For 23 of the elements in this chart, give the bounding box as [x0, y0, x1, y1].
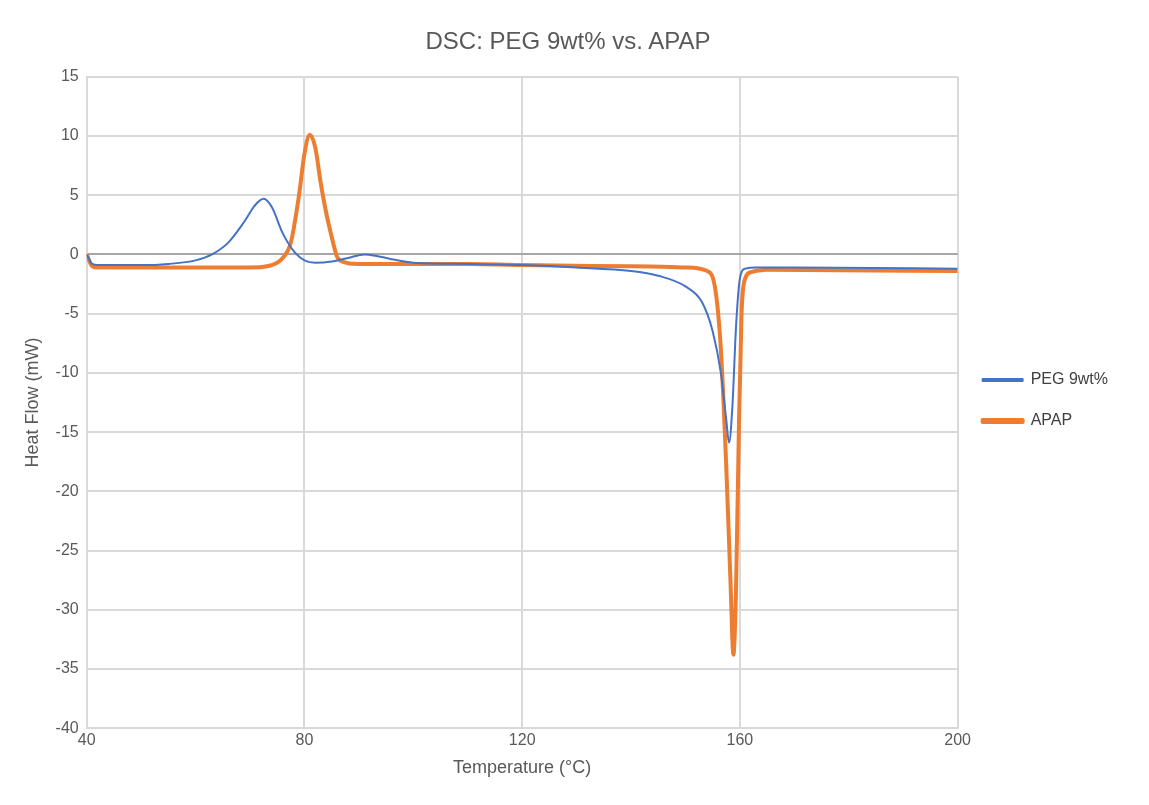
y-axis-title: Heat Flow (mW) [21, 337, 42, 468]
x-tick-label: 80 [295, 731, 314, 749]
y-tick-label: 0 [69, 244, 79, 262]
x-tick-label: 200 [944, 731, 972, 749]
y-tick-label: -5 [64, 304, 79, 322]
y-tick-label: -25 [55, 540, 79, 558]
y-tick-label: 10 [60, 126, 79, 144]
legend-label: PEG 9wt% [1030, 370, 1108, 388]
y-tick-label: 5 [69, 185, 79, 203]
chart-title: DSC: PEG 9wt% vs. APAP [425, 27, 711, 55]
y-tick-label: -10 [55, 363, 79, 381]
y-tick-label: -20 [55, 481, 79, 499]
y-tick-label: -15 [55, 422, 79, 440]
y-tick-label: -30 [55, 600, 79, 618]
x-axis-title: Temperature (°C) [453, 757, 592, 778]
y-tick-label: 15 [60, 67, 79, 85]
legend-label: APAP [1030, 411, 1073, 429]
line-series [86, 197, 958, 444]
x-tick-label: 120 [508, 731, 536, 749]
y-tick-label: -35 [55, 659, 79, 677]
y-tick-label: -40 [55, 718, 79, 736]
x-tick-label: 40 [77, 731, 96, 749]
x-tick-label: 160 [726, 731, 754, 749]
